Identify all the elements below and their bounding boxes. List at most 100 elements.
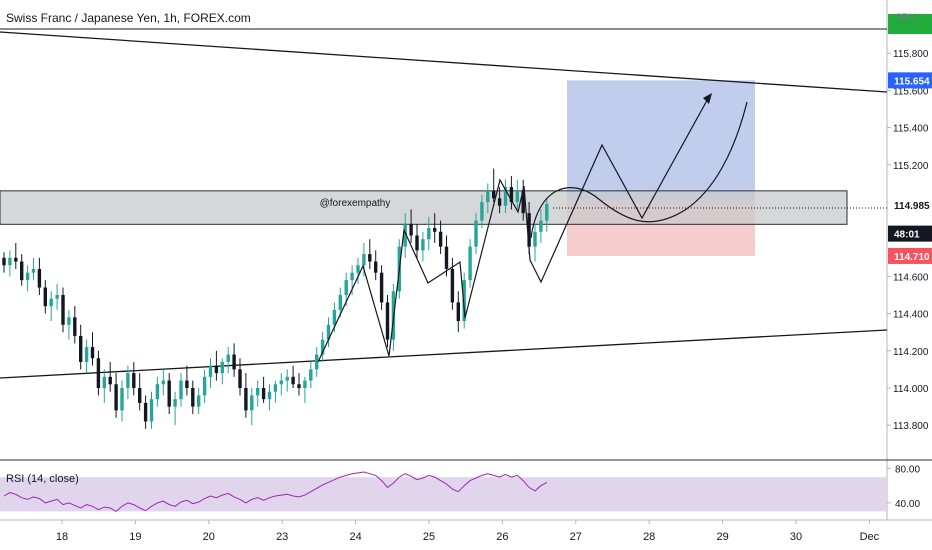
- time-axis[interactable]: 18 19 20 23 24 25 26 27 28 29 30 Dec: [56, 520, 880, 543]
- candle[interactable]: [238, 369, 242, 388]
- candle[interactable]: [315, 354, 319, 370]
- candle[interactable]: [456, 302, 460, 322]
- candle[interactable]: [61, 295, 65, 325]
- candle[interactable]: [297, 384, 301, 388]
- lower-trendline[interactable]: [0, 329, 888, 379]
- price-label-stop[interactable]: 114.710: [888, 247, 932, 264]
- candle[interactable]: [521, 190, 525, 214]
- candle[interactable]: [326, 324, 331, 340]
- rsi-line[interactable]: [3, 471, 548, 513]
- candle[interactable]: [197, 395, 201, 407]
- candle[interactable]: [202, 376, 207, 396]
- price-label-last-price[interactable]: 114.985: [888, 196, 932, 213]
- candle[interactable]: [338, 295, 342, 310]
- candle[interactable]: [232, 354, 236, 370]
- candle[interactable]: [120, 388, 124, 411]
- candle[interactable]: [179, 380, 183, 400]
- candle[interactable]: [250, 395, 254, 411]
- candle[interactable]: [415, 235, 419, 251]
- candle[interactable]: [462, 280, 466, 322]
- candle[interactable]: [303, 380, 307, 388]
- price-label-trendline[interactable]: 115.654: [888, 72, 932, 89]
- candle[interactable]: [132, 373, 136, 388]
- candle[interactable]: [14, 257, 18, 262]
- candle[interactable]: [374, 261, 378, 273]
- candle[interactable]: [84, 347, 89, 362]
- candle[interactable]: [2, 257, 6, 266]
- zone-rectangle[interactable]: [0, 190, 848, 225]
- candle[interactable]: [356, 265, 360, 273]
- candle[interactable]: [185, 380, 189, 388]
- chart-title[interactable]: Swiss Franc / Japanese Yen, 1h, FOREX.co…: [6, 11, 251, 25]
- candle[interactable]: [244, 388, 248, 411]
- candle[interactable]: [433, 228, 437, 232]
- candle[interactable]: [155, 384, 160, 400]
- candle[interactable]: [138, 388, 142, 403]
- candle[interactable]: [114, 384, 118, 411]
- price-scale[interactable]: [887, 0, 932, 550]
- zigzag-pattern[interactable]: [317, 94, 711, 363]
- candle[interactable]: [73, 317, 77, 336]
- candle[interactable]: [492, 190, 496, 199]
- candle[interactable]: [90, 347, 95, 359]
- candle[interactable]: [285, 376, 289, 381]
- candle[interactable]: [149, 399, 154, 422]
- rsi-label[interactable]: RSI (14, close): [6, 473, 79, 485]
- candle[interactable]: [167, 380, 171, 407]
- candle[interactable]: [273, 384, 278, 392]
- candle[interactable]: [37, 268, 42, 288]
- candle[interactable]: [20, 261, 24, 281]
- candle[interactable]: [55, 295, 59, 299]
- candle[interactable]: [31, 268, 36, 273]
- profit-zone[interactable]: [567, 80, 755, 200]
- candle[interactable]: [43, 287, 47, 307]
- candle[interactable]: [379, 272, 384, 303]
- candle[interactable]: [79, 335, 83, 362]
- candle[interactable]: [403, 224, 407, 247]
- candle[interactable]: [486, 190, 490, 202]
- candle[interactable]: [480, 202, 484, 221]
- candle[interactable]: [25, 272, 30, 281]
- candle[interactable]: [267, 391, 272, 400]
- candle[interactable]: [96, 358, 101, 388]
- candle[interactable]: [309, 369, 313, 381]
- candle[interactable]: [214, 365, 219, 374]
- candle[interactable]: [438, 231, 443, 247]
- candle[interactable]: [320, 339, 325, 355]
- candle[interactable]: [208, 365, 213, 377]
- currency-label[interactable]: JPY: [896, 12, 917, 24]
- candle[interactable]: [191, 388, 195, 407]
- candle[interactable]: [67, 317, 71, 325]
- candle[interactable]: [468, 246, 472, 281]
- candle[interactable]: [515, 190, 519, 202]
- projection-curve[interactable]: [530, 101, 748, 239]
- candle[interactable]: [368, 254, 372, 262]
- candle[interactable]: [108, 376, 112, 385]
- candle[interactable]: [362, 254, 366, 266]
- upper-trendline[interactable]: [0, 31, 888, 93]
- candle[interactable]: [497, 198, 502, 206]
- candle[interactable]: [261, 388, 266, 400]
- candle[interactable]: [279, 380, 283, 385]
- candle[interactable]: [226, 354, 230, 362]
- candle[interactable]: [173, 399, 177, 407]
- candle[interactable]: [450, 268, 455, 303]
- candle[interactable]: [533, 231, 537, 247]
- candle[interactable]: [102, 376, 106, 388]
- candle[interactable]: [143, 402, 148, 422]
- candle[interactable]: [8, 257, 12, 266]
- candle[interactable]: [409, 224, 413, 236]
- rsi-pane[interactable]: RSI (14, close) 80.00 40.00: [0, 465, 920, 513]
- candle[interactable]: [503, 187, 508, 206]
- candle[interactable]: [545, 203, 549, 221]
- candle[interactable]: [161, 380, 165, 385]
- candle[interactable]: [427, 228, 431, 240]
- candle[interactable]: [539, 220, 543, 232]
- candle[interactable]: [385, 302, 390, 340]
- candle[interactable]: [350, 272, 354, 281]
- supply-demand-zone[interactable]: @forexempathy: [0, 190, 848, 225]
- long-position-tool[interactable]: [567, 80, 755, 256]
- candle[interactable]: [344, 280, 348, 295]
- candle[interactable]: [474, 220, 478, 247]
